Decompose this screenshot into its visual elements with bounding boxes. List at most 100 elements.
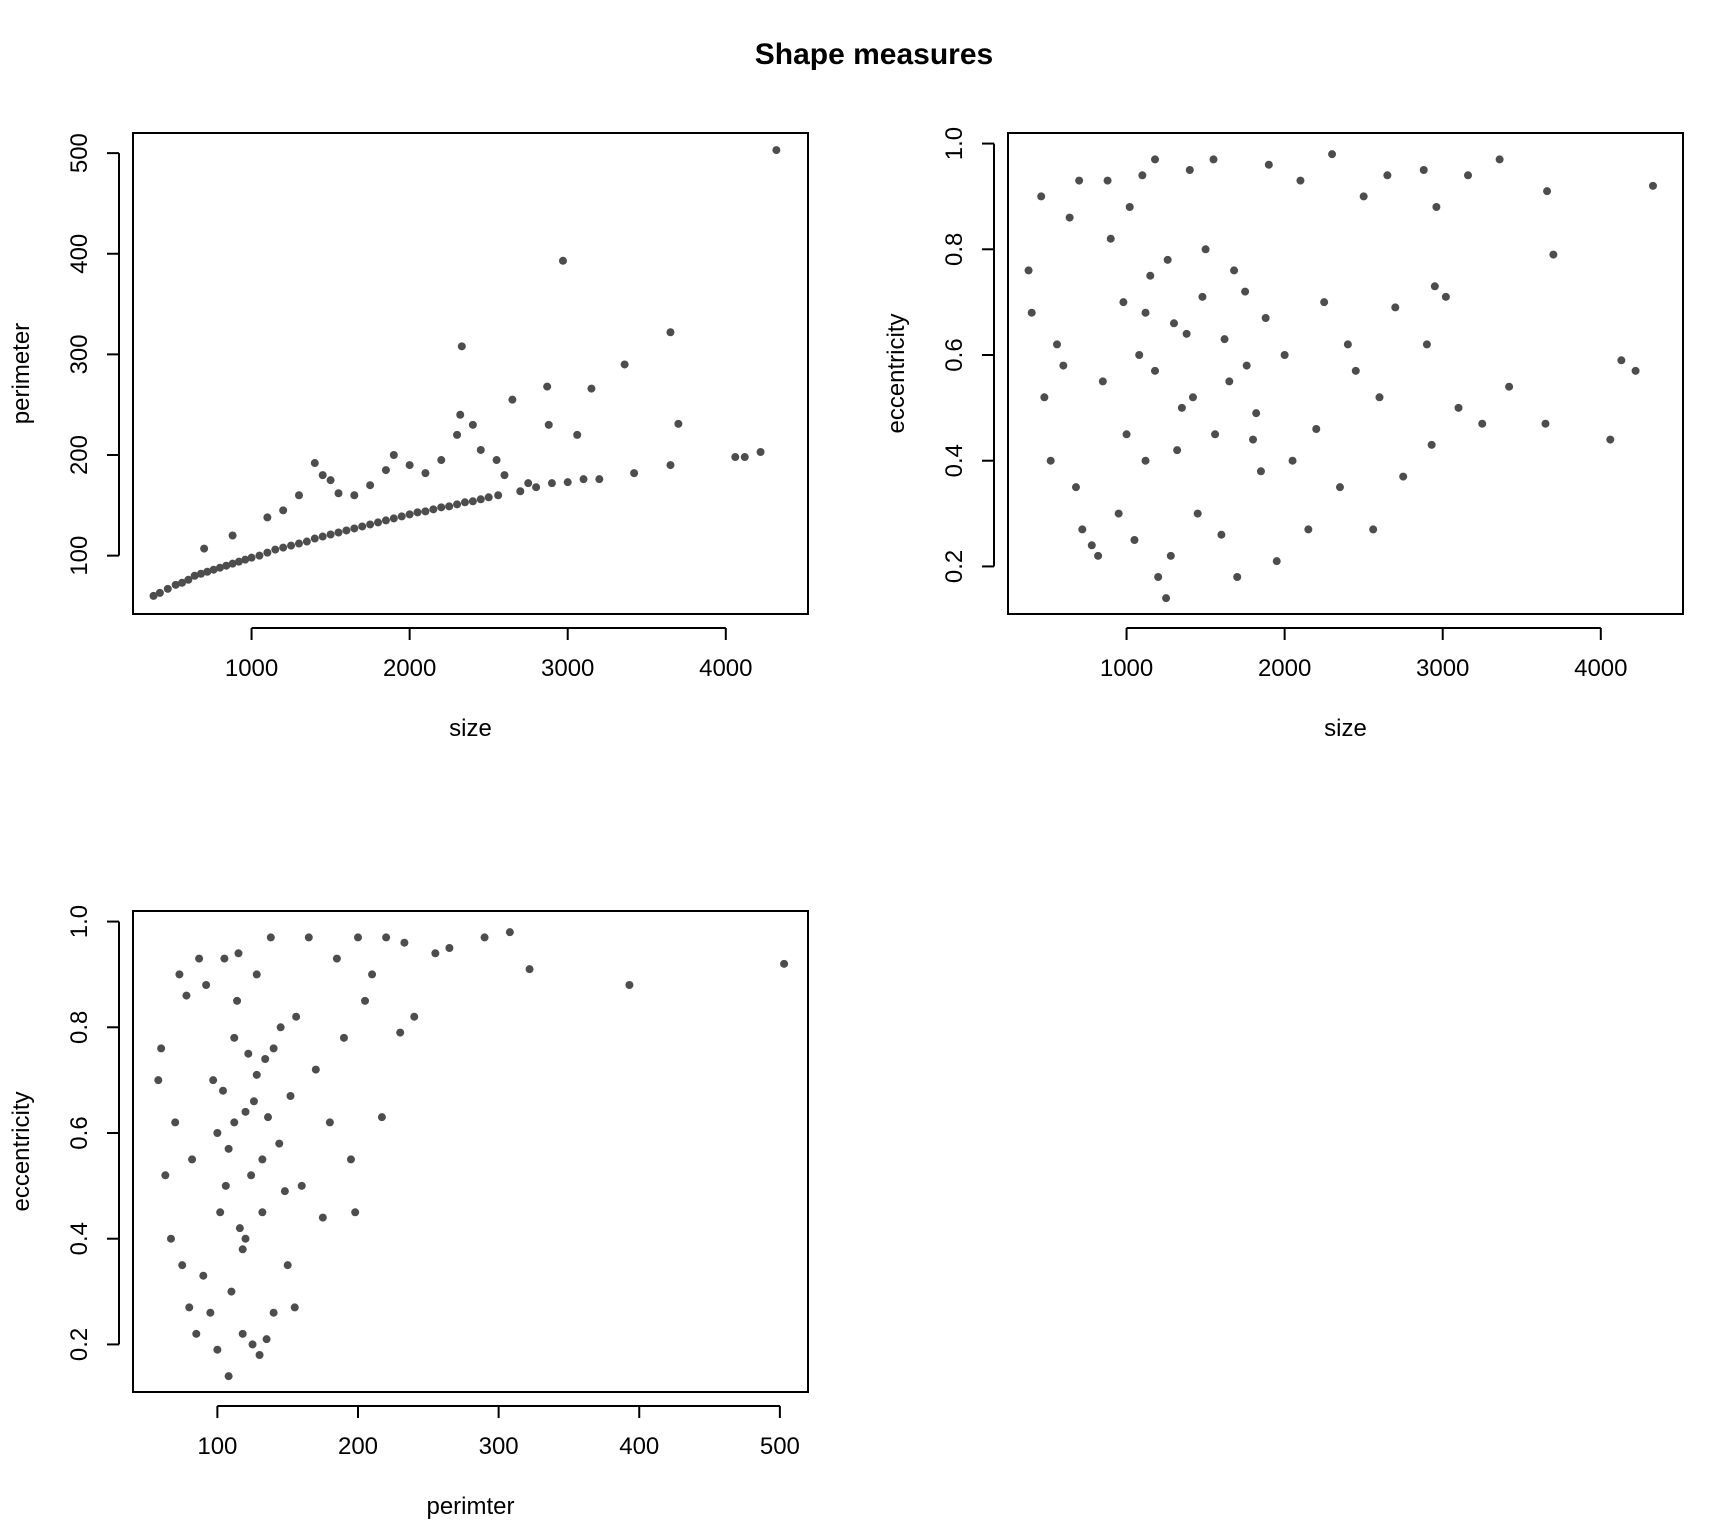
scatter-point (1369, 525, 1378, 534)
scatter-point (579, 475, 588, 484)
scatter-point (154, 1076, 163, 1085)
scatter-point (620, 360, 629, 369)
x-tick-label: 500 (760, 1433, 800, 1460)
scatter-point (630, 469, 639, 478)
scatter-point (543, 382, 552, 391)
scatter-point (1220, 335, 1229, 344)
scatter-point (276, 1023, 285, 1032)
scatter-point (233, 996, 242, 1005)
scatter-point (1151, 155, 1160, 164)
scatter-point (326, 530, 335, 539)
scatter-point (334, 489, 343, 498)
scatter-point (1027, 308, 1036, 317)
plot-frame (132, 132, 809, 615)
scatter-point (1241, 287, 1250, 296)
scatter-point (410, 1012, 419, 1021)
scatter-point (258, 1208, 267, 1217)
scatter-point (255, 551, 264, 560)
scatter-point (453, 430, 462, 439)
scatter-point (222, 561, 231, 570)
scatter-point (185, 1303, 194, 1312)
scatter-point (178, 578, 187, 587)
scatter-point (1209, 155, 1218, 164)
scatter-point (1193, 509, 1202, 518)
scatter-panel-bottom-left: 100 200 300 400 500 0.2 0.4 0.6 0.8 1.0 perimter ec… (8, 905, 809, 1520)
scatter-point (290, 1303, 299, 1312)
scatter-point (1296, 176, 1305, 185)
scatter-point (494, 491, 503, 500)
scatter-point (468, 420, 477, 429)
x-tick-label: 2000 (383, 655, 436, 682)
y-tick-label: 500 (66, 133, 93, 173)
scatter-point (1343, 340, 1352, 349)
scatter-point (1141, 308, 1150, 317)
scatter-point (200, 544, 209, 553)
scatter-point (740, 453, 749, 462)
scatter-point (1256, 467, 1265, 476)
figure-title: Shape measures (755, 38, 993, 71)
scatter-point (1304, 525, 1313, 534)
scatter-point (196, 569, 205, 578)
scatter-point (1441, 292, 1450, 301)
scatter-point (524, 479, 533, 488)
scatter-point (1188, 393, 1197, 402)
scatter-point (342, 526, 351, 535)
y-tick-label: 0.4 (941, 444, 968, 477)
scatter-point (334, 528, 343, 537)
scatter-point (234, 949, 243, 958)
scatter-point (202, 981, 211, 989)
scatter-point (484, 493, 493, 502)
y-tick-label: 0.8 (66, 1011, 93, 1044)
scatter-panel-top-right: 1000 2000 3000 4000 0.2 0.4 0.6 0.8 1.0 size eccen… (883, 127, 1684, 742)
scatter-point (1094, 551, 1103, 560)
plot-panels: 1000 2000 3000 4000 100 200 300 400 500 size perim… (8, 127, 1684, 1520)
scatter-point (437, 456, 446, 465)
scatter-point (421, 469, 430, 478)
scatter-point (287, 541, 296, 550)
x-tick-label: 1000 (225, 655, 278, 682)
scatter-point (1166, 551, 1175, 560)
scatter-point (1249, 435, 1258, 444)
y-tick-label: 100 (66, 536, 93, 576)
scatter-point (262, 1335, 271, 1344)
scatter-point (544, 420, 553, 429)
scatter-point (1375, 393, 1384, 402)
scatter-point (1631, 366, 1640, 375)
scatter-point (1151, 366, 1160, 375)
scatter-point (476, 495, 485, 504)
x-tick-label: 200 (338, 1433, 378, 1460)
scatter-point (1185, 166, 1194, 174)
scatter-point (382, 933, 391, 942)
scatter-point (354, 933, 362, 942)
scatter-point (1648, 181, 1657, 190)
scatter-point (500, 471, 509, 480)
scatter-point (238, 1245, 247, 1254)
scatter-point (445, 502, 454, 511)
scatter-point (780, 959, 789, 968)
scatter-point (1037, 192, 1046, 201)
scatter-point (532, 483, 541, 492)
scatter-point (1351, 366, 1360, 375)
x-axis-title: size (1324, 715, 1367, 742)
scatter-point (318, 471, 327, 480)
scatter-point (366, 481, 375, 490)
scatter-point (230, 1118, 239, 1127)
scatter-point (674, 419, 683, 428)
scatter-point (1211, 430, 1220, 439)
scatter-point (294, 539, 303, 548)
scatter-point (283, 1261, 292, 1270)
scatter-point (374, 518, 383, 527)
scatter-point (216, 1208, 225, 1217)
scatter-point (445, 944, 454, 952)
scatter-point (1177, 403, 1186, 412)
scatter-point (195, 954, 204, 963)
scatter-point (1478, 419, 1487, 428)
scatter-point (516, 487, 525, 496)
scatter-point (241, 1234, 250, 1243)
y-axis-title: eccentricity (883, 313, 910, 433)
y-tick-label: 1.0 (941, 127, 968, 160)
scatter-point (1122, 430, 1131, 439)
scatter-point (1135, 351, 1144, 359)
scatter-point (1141, 456, 1150, 465)
scatter-point (248, 1340, 257, 1349)
